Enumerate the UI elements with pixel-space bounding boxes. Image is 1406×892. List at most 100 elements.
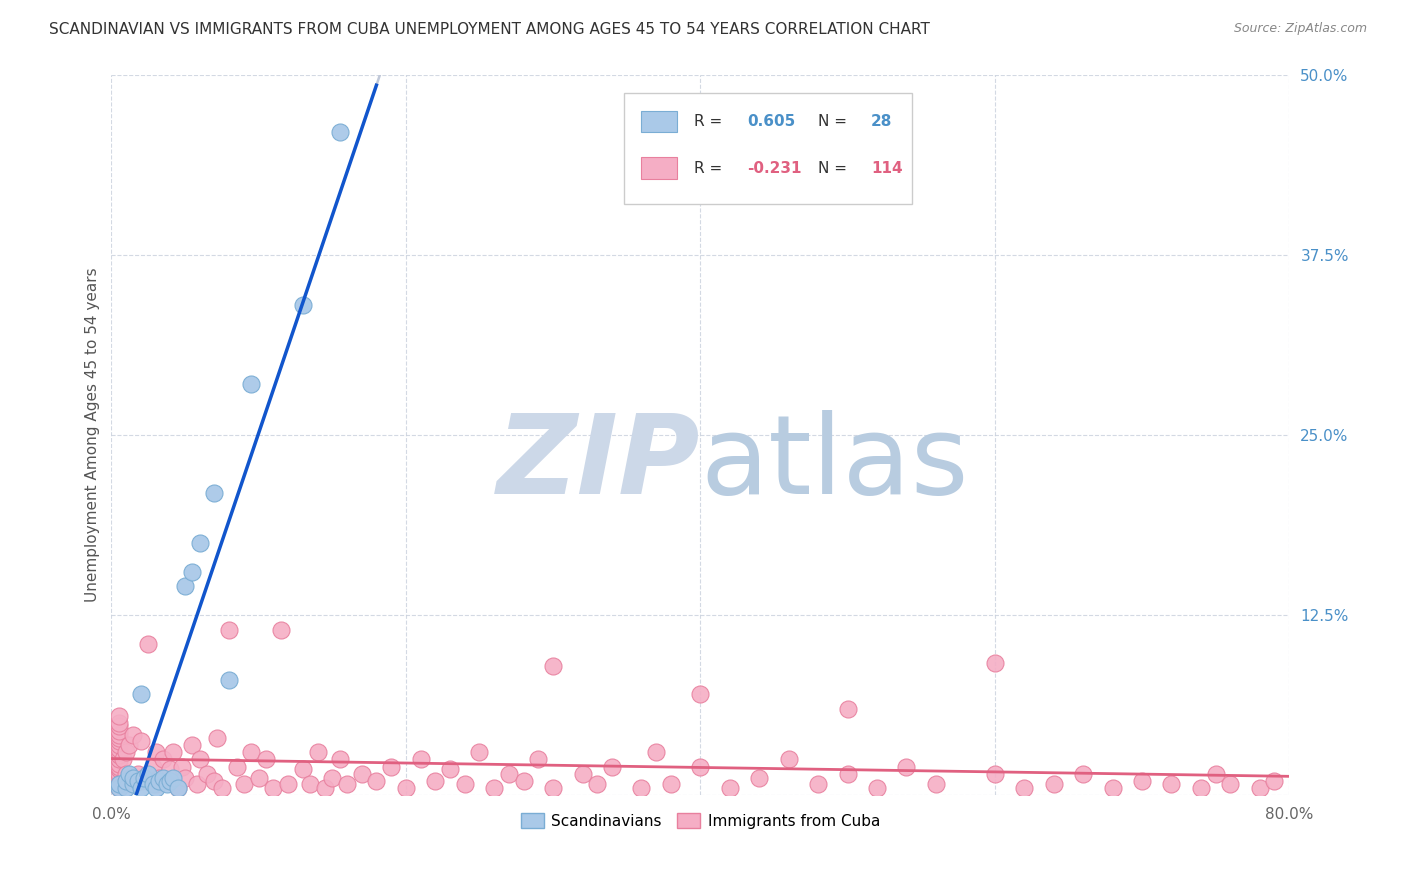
Point [541, 781, 564, 796]
Point [527, 752, 550, 766]
Text: 0.605: 0.605 [748, 114, 796, 128]
Point [225, 759, 247, 773]
Point [115, 781, 138, 796]
Point [136, 766, 159, 780]
Point [1189, 781, 1212, 796]
Point [118, 771, 141, 785]
Point [122, 777, 145, 791]
Point [107, 759, 129, 773]
Point [380, 759, 402, 773]
Point [195, 766, 218, 780]
Point [336, 777, 359, 791]
Point [240, 377, 263, 392]
Point [329, 752, 352, 766]
Point [181, 565, 204, 579]
Point [454, 777, 477, 791]
Point [277, 777, 299, 791]
Point [107, 747, 129, 762]
Point [314, 781, 336, 796]
Point [1249, 781, 1271, 796]
Point [204, 485, 226, 500]
Text: R =: R = [695, 114, 727, 128]
Point [366, 774, 388, 789]
Point [439, 763, 461, 777]
Point [291, 298, 314, 312]
Text: SCANDINAVIAN VS IMMIGRANTS FROM CUBA UNEMPLOYMENT AMONG AGES 45 TO 54 YEARS CORR: SCANDINAVIAN VS IMMIGRANTS FROM CUBA UNE… [49, 22, 931, 37]
Point [159, 763, 181, 777]
Point [291, 763, 314, 777]
Point [148, 771, 170, 785]
Point [129, 733, 152, 747]
Point [132, 771, 155, 785]
Point [118, 738, 141, 752]
Point [866, 781, 889, 796]
Point [718, 781, 741, 796]
Point [247, 771, 270, 785]
Point [156, 777, 179, 791]
Point [1219, 777, 1241, 791]
Point [107, 756, 129, 771]
Point [115, 774, 138, 789]
Point [107, 745, 129, 759]
Text: N =: N = [818, 114, 852, 128]
Point [329, 125, 352, 139]
Point [122, 777, 145, 791]
Point [127, 766, 149, 780]
Point [512, 774, 534, 789]
Point [107, 781, 129, 796]
Point [107, 763, 129, 777]
Point [136, 766, 159, 780]
Point [136, 637, 159, 651]
Text: N =: N = [818, 161, 852, 176]
Point [145, 777, 167, 791]
Point [132, 771, 155, 785]
Point [409, 752, 432, 766]
Point [307, 745, 329, 759]
Point [482, 781, 505, 796]
Point [807, 777, 830, 791]
Point [107, 774, 129, 789]
Point [112, 752, 135, 766]
Point [571, 766, 593, 780]
Point [204, 774, 226, 789]
Text: ZIP: ZIP [496, 410, 700, 517]
Point [166, 781, 188, 796]
Point [181, 738, 204, 752]
Point [145, 781, 167, 796]
Point [188, 752, 211, 766]
Point [107, 731, 129, 745]
Point [122, 728, 145, 742]
Legend: Scandinavians, Immigrants from Cuba: Scandinavians, Immigrants from Cuba [515, 806, 886, 835]
Point [468, 745, 491, 759]
Text: Source: ZipAtlas.com: Source: ZipAtlas.com [1233, 22, 1367, 36]
Point [218, 673, 240, 687]
Point [218, 623, 240, 637]
Point [541, 658, 564, 673]
Point [689, 759, 711, 773]
Point [689, 688, 711, 702]
Point [254, 752, 277, 766]
Point [152, 771, 174, 785]
Point [112, 777, 135, 791]
Text: -0.231: -0.231 [748, 161, 801, 176]
Point [1101, 781, 1123, 796]
Text: atlas: atlas [700, 410, 969, 517]
Point [107, 781, 129, 796]
Point [1071, 766, 1094, 780]
Point [129, 688, 152, 702]
Point [837, 766, 859, 780]
Point [118, 766, 141, 780]
Point [600, 759, 623, 773]
Text: 114: 114 [872, 161, 903, 176]
Y-axis label: Unemployment Among Ages 45 to 54 years: Unemployment Among Ages 45 to 54 years [86, 268, 100, 602]
Point [148, 774, 170, 789]
Point [107, 716, 129, 731]
FancyBboxPatch shape [641, 157, 676, 179]
Point [166, 781, 188, 796]
Point [107, 771, 129, 785]
Point [107, 742, 129, 756]
Point [645, 745, 668, 759]
Point [232, 777, 254, 791]
Point [270, 623, 292, 637]
Point [299, 777, 322, 791]
